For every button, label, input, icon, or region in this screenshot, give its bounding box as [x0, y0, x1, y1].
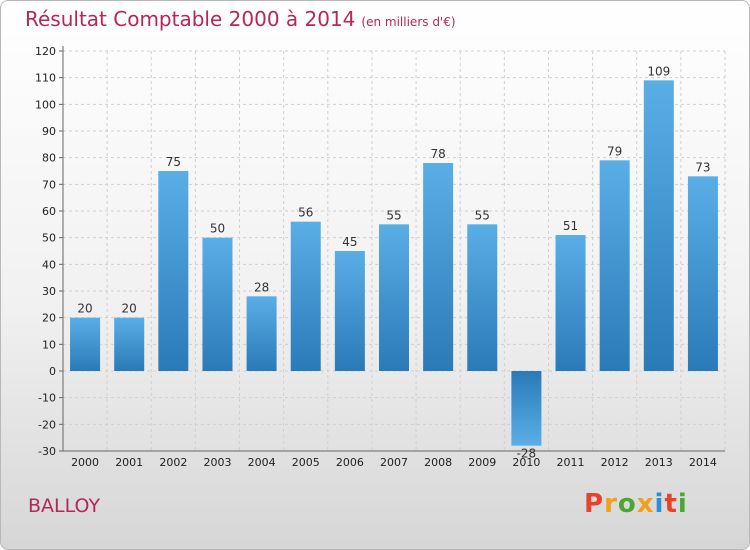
logo-letter: t — [664, 489, 678, 519]
data-label: 73 — [695, 160, 710, 174]
bar — [246, 296, 277, 371]
bar — [158, 171, 189, 371]
y-tick-label: 50 — [42, 232, 56, 245]
data-label: 75 — [166, 155, 181, 169]
data-labels: 20 20 75 50 28 56 45 55 78 55 -28 51 79 109 73 — [77, 64, 710, 460]
x-tick-label: 2006 — [336, 456, 364, 469]
bar — [643, 80, 674, 371]
y-tick-label: 100 — [35, 98, 56, 111]
x-tick-label: 2013 — [645, 456, 673, 469]
data-label: 50 — [210, 222, 225, 236]
x-tick-label: 2005 — [292, 456, 320, 469]
logo-letter: r — [604, 489, 618, 519]
y-tick-label: 120 — [35, 45, 56, 58]
y-tick-label: 30 — [42, 285, 56, 298]
x-tick-label: 2010 — [512, 456, 540, 469]
y-tick-label: 90 — [42, 125, 56, 138]
logo-letter: o — [617, 489, 637, 519]
logo-letter: i — [654, 489, 665, 519]
bar — [467, 224, 498, 371]
x-tick-label: 2003 — [203, 456, 231, 469]
x-tick-label: 2001 — [115, 456, 143, 469]
bar — [687, 176, 718, 371]
data-label: 109 — [647, 64, 670, 78]
logo-letter: P — [584, 489, 605, 519]
x-tick-label: 2014 — [689, 456, 717, 469]
y-tick-label: 10 — [42, 338, 56, 351]
y-tick-label: 20 — [42, 312, 56, 325]
y-tick-label: -30 — [38, 445, 56, 458]
y-tick-label: -20 — [38, 418, 56, 431]
bar — [555, 235, 586, 371]
x-tick-label: 2007 — [380, 456, 408, 469]
y-tick-label: -10 — [38, 392, 56, 405]
proxiti-logo: Proxiti — [584, 489, 688, 519]
bar — [290, 221, 321, 371]
bar — [70, 317, 101, 371]
logo-letter: i — [677, 489, 688, 519]
x-tick-label: 2002 — [159, 456, 187, 469]
data-label: 55 — [386, 208, 401, 222]
y-tick-label: 40 — [42, 258, 56, 271]
x-tick-label: 2004 — [248, 456, 276, 469]
bar — [423, 163, 454, 371]
data-label: 79 — [607, 144, 622, 158]
y-tick-label: 80 — [42, 152, 56, 165]
data-label: -28 — [517, 447, 537, 461]
bars — [70, 80, 718, 446]
data-label: 51 — [563, 219, 578, 233]
x-tick-label: 2011 — [557, 456, 585, 469]
y-tick-label: 60 — [42, 205, 56, 218]
axes: -30 -20 -10 0 10 20 30 40 50 60 70 80 90 100 110 120 200… — [35, 45, 725, 469]
data-label: 56 — [298, 206, 313, 220]
data-label: 20 — [122, 302, 137, 316]
y-tick-label: 0 — [49, 365, 56, 378]
bar — [334, 251, 365, 371]
bar — [114, 317, 145, 371]
bar — [379, 224, 409, 371]
bar — [599, 160, 630, 371]
commune-name: BALLOY — [28, 495, 101, 517]
x-tick-label: 2009 — [468, 456, 496, 469]
data-label: 55 — [475, 208, 490, 222]
chart-title: Résultat Comptable 2000 à 2014 (en millie… — [25, 7, 456, 31]
y-tick-label: 70 — [42, 178, 56, 191]
data-label: 45 — [342, 235, 357, 249]
bar — [202, 237, 233, 371]
x-tick-label: 2012 — [601, 456, 629, 469]
data-label: 20 — [77, 302, 92, 316]
x-tick-label: 2000 — [71, 456, 99, 469]
logo-letter: x — [636, 489, 655, 519]
bar — [511, 371, 542, 446]
data-label: 78 — [430, 147, 445, 161]
title-text: Résultat Comptable 2000 à 2014 — [25, 7, 356, 31]
y-tick-label: 110 — [35, 72, 56, 85]
x-tick-label: 2008 — [424, 456, 452, 469]
title-unit: (en milliers d'€) — [361, 15, 456, 29]
data-label: 28 — [254, 280, 269, 294]
